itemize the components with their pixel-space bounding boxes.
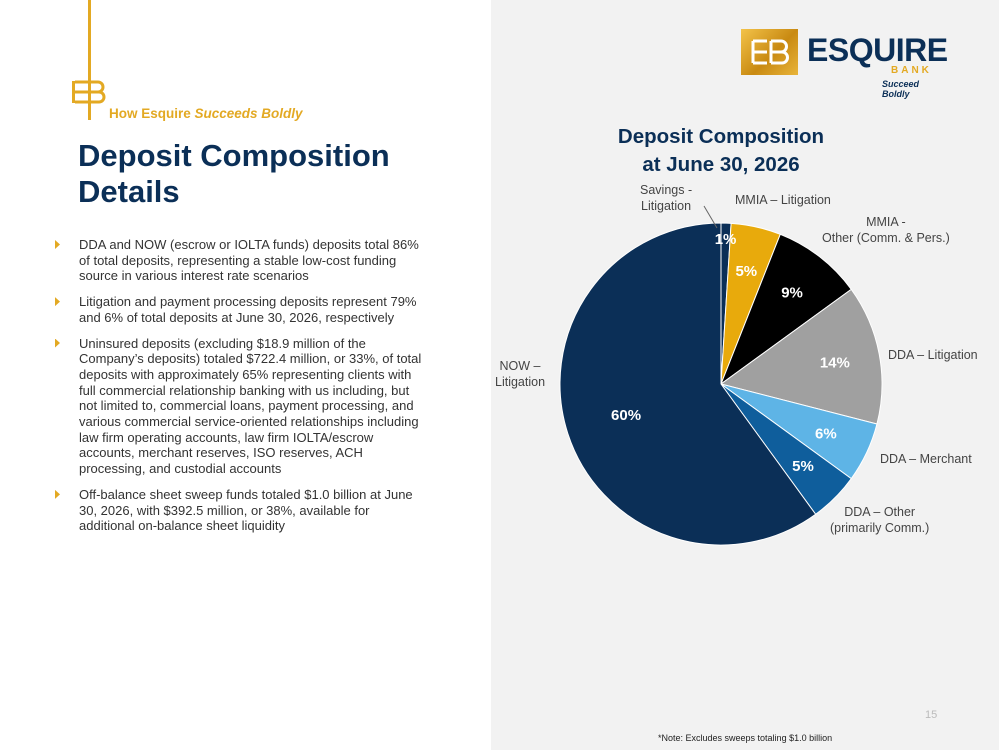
pie-slice-label-1: 5%	[735, 263, 757, 280]
label-mmia-litigation: MMIA – Litigation	[735, 193, 831, 207]
pie-slice-3	[719, 288, 883, 425]
bullet-item: Off-balance sheet sweep funds totaled $1…	[55, 487, 425, 534]
pie-slice-2	[719, 233, 852, 386]
label-dda-litigation: DDA – Litigation	[888, 348, 978, 362]
esquire-bank-logo: ESQUIRE BANK Succeed Boldly	[741, 29, 948, 99]
bullet-list: DDA and NOW (escrow or IOLTA funds) depo…	[55, 237, 425, 544]
eb-monogram-icon	[72, 80, 106, 104]
pie-slice-label-0: 1%	[715, 231, 737, 248]
label-dda-merchant: DDA – Merchant	[880, 452, 972, 466]
pie-slice-label-2: 9%	[781, 284, 803, 301]
page-number: 15	[925, 709, 938, 721]
section-tagline: How Esquire Succeeds Boldly	[109, 106, 303, 121]
logo-sub: BANK	[891, 65, 932, 76]
bullet-arrow-icon	[55, 338, 60, 348]
label-now-litigation: NOW – Litigation	[495, 359, 546, 389]
bullet-arrow-icon	[55, 489, 60, 499]
pie-slice-label-4: 6%	[815, 425, 837, 442]
page-title: Deposit Composition Details	[78, 138, 390, 209]
bullet-arrow-icon	[55, 297, 60, 307]
footnote: *Note: Excludes sweeps totaling $1.0 bil…	[658, 733, 833, 743]
bullet-item: DDA and NOW (escrow or IOLTA funds) depo…	[55, 237, 425, 284]
label-mmia-other: MMIA - Other (Comm. & Pers.)	[822, 215, 950, 245]
deposit-pie-chart: 1%5%9%14%6%5%60%	[559, 205, 883, 546]
pie-slice-label-3: 14%	[820, 354, 850, 371]
chart-title: Deposit Composition at June 30, 2026	[617, 125, 825, 176]
pie-slice-6	[559, 222, 817, 546]
pie-slice-label-6: 60%	[611, 407, 641, 424]
bullet-arrow-icon	[55, 240, 60, 249]
bullet-item: Litigation and payment processing deposi…	[55, 294, 425, 325]
bullet-item: Uninsured deposits (excluding $18.9 mill…	[55, 336, 425, 477]
label-dda-other: DDA – Other (primarily Comm.)	[830, 505, 930, 535]
savings-leader-line	[703, 205, 718, 229]
pie-slice-label-5: 5%	[792, 458, 814, 475]
decorative-gold-line	[88, 0, 91, 120]
logo-badge-icon	[741, 29, 798, 75]
label-savings-litigation: Savings - Litigation	[640, 183, 693, 213]
logo-name: ESQUIRE	[807, 32, 948, 68]
logo-tagline: Succeed Boldly	[882, 79, 920, 99]
